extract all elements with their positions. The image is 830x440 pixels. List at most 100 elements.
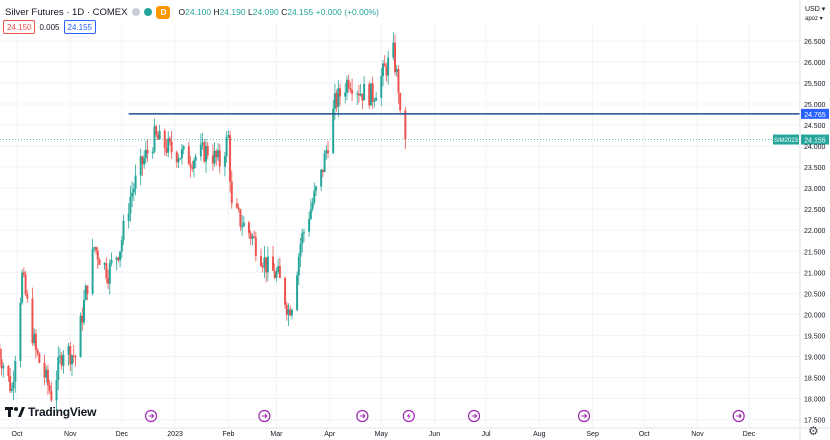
- candle-body: [230, 181, 233, 204]
- candle-body: [19, 302, 22, 362]
- candle-body: [302, 231, 305, 233]
- candle-body: [67, 346, 70, 355]
- candle-body: [242, 222, 245, 227]
- candle-body: [273, 270, 276, 279]
- candle-body: [72, 355, 75, 357]
- candle-body: [131, 192, 134, 197]
- candle-body: [146, 149, 149, 154]
- candle-body: [153, 126, 156, 152]
- candle-body: [253, 236, 256, 238]
- candle-body: [7, 365, 10, 376]
- candle-body: [311, 202, 314, 209]
- symbol-title[interactable]: Silver Futures · 1D · COMEX: [5, 6, 128, 18]
- candle-body: [139, 156, 142, 176]
- tradingview-logo[interactable]: TradingView: [5, 405, 96, 419]
- candle-body: [287, 309, 290, 315]
- candle-body: [26, 294, 29, 299]
- candle-body: [299, 243, 302, 257]
- candle-body: [211, 155, 214, 164]
- level-label-box: [801, 108, 829, 119]
- candle-body: [308, 219, 311, 232]
- candle-series: [0, 32, 407, 411]
- price-tick-label: 26.500: [804, 39, 826, 46]
- candle-body: [359, 93, 362, 96]
- candle-body: [10, 388, 13, 391]
- time-tick-label: Aug: [533, 431, 546, 438]
- candle-body: [344, 92, 347, 97]
- candle-body: [215, 150, 218, 158]
- candle-body: [313, 190, 316, 203]
- candle-body: [380, 76, 383, 98]
- candle-body: [191, 167, 194, 169]
- settings-gear-icon[interactable]: ⚙: [808, 424, 819, 438]
- candle-body: [105, 263, 108, 279]
- symbol-label: SIM2023: [774, 138, 799, 144]
- arrow-icon: [261, 413, 268, 419]
- candle-body: [361, 93, 364, 101]
- candle-body: [38, 353, 41, 363]
- candle-body: [95, 247, 98, 251]
- candle-body: [93, 247, 96, 249]
- candle-body: [265, 257, 268, 273]
- candle-body: [321, 169, 324, 173]
- time-tick-label: Nov: [64, 431, 77, 438]
- candle-body: [201, 142, 204, 145]
- candle-body: [297, 256, 300, 276]
- level-label: 24.765: [804, 112, 826, 119]
- candle-body: [144, 149, 147, 158]
- candle-body: [363, 84, 366, 101]
- candle-body: [2, 365, 5, 369]
- candle-body: [129, 196, 132, 214]
- arrow-icon: [471, 413, 478, 419]
- price-tick-label: 19.500: [804, 333, 826, 340]
- currency-selector[interactable]: USD ▾: [805, 6, 826, 13]
- symbol-legend: Silver Futures · 1D · COMEX D O24.100 H2…: [5, 4, 379, 20]
- candle-body: [98, 259, 101, 265]
- candle-body: [168, 138, 171, 142]
- candle-body: [86, 285, 89, 294]
- candle-body: [110, 260, 113, 264]
- candle-body: [103, 263, 106, 265]
- arrow-icon: [359, 413, 366, 419]
- candle-body: [74, 356, 77, 358]
- price-tick-label: 20.000: [804, 312, 826, 319]
- candle-body: [57, 357, 60, 380]
- candle-body: [375, 97, 378, 101]
- price-tick-label: 20.500: [804, 291, 826, 298]
- ohlc-values: O24.100 H24.190 L24.090 C24.155 +0.000 (…: [178, 7, 379, 17]
- price-tick-label: 18.500: [804, 376, 826, 383]
- candle-body: [0, 359, 3, 369]
- candle-body: [229, 135, 232, 182]
- buy-button[interactable]: 24.155: [63, 20, 96, 34]
- unit-selector[interactable]: apoz ▾: [805, 16, 823, 22]
- candle-body: [251, 236, 254, 239]
- candle-body: [296, 275, 299, 310]
- candle-body: [327, 150, 330, 154]
- price-axis: 17.500 18.000 18.500 19.000 19.500 20.000 20.5…: [799, 0, 826, 440]
- candle-body: [91, 248, 94, 294]
- candle-body: [180, 149, 183, 158]
- price-tick-label: 24.000: [804, 144, 826, 151]
- candle-body: [36, 349, 39, 354]
- candle-body: [335, 93, 338, 108]
- candle-body: [84, 285, 87, 301]
- price-tick-label: 17.500: [804, 418, 826, 425]
- candle-body: [143, 157, 146, 165]
- candle-body: [369, 83, 372, 106]
- candle-body: [325, 150, 328, 154]
- candle-body: [217, 150, 220, 158]
- candle-body: [387, 57, 390, 76]
- candle-body: [392, 42, 395, 58]
- candle-body: [55, 379, 58, 401]
- time-tick-label: 2023: [167, 431, 183, 438]
- candle-body: [213, 150, 216, 164]
- candle-body: [187, 146, 190, 165]
- candle-body: [156, 134, 159, 140]
- candle-body: [260, 256, 262, 267]
- candle-body: [58, 355, 61, 358]
- candle-body: [62, 354, 65, 366]
- sell-button[interactable]: 24.150: [3, 20, 36, 34]
- candle-body: [122, 220, 125, 241]
- visibility-dot[interactable]: [132, 8, 141, 16]
